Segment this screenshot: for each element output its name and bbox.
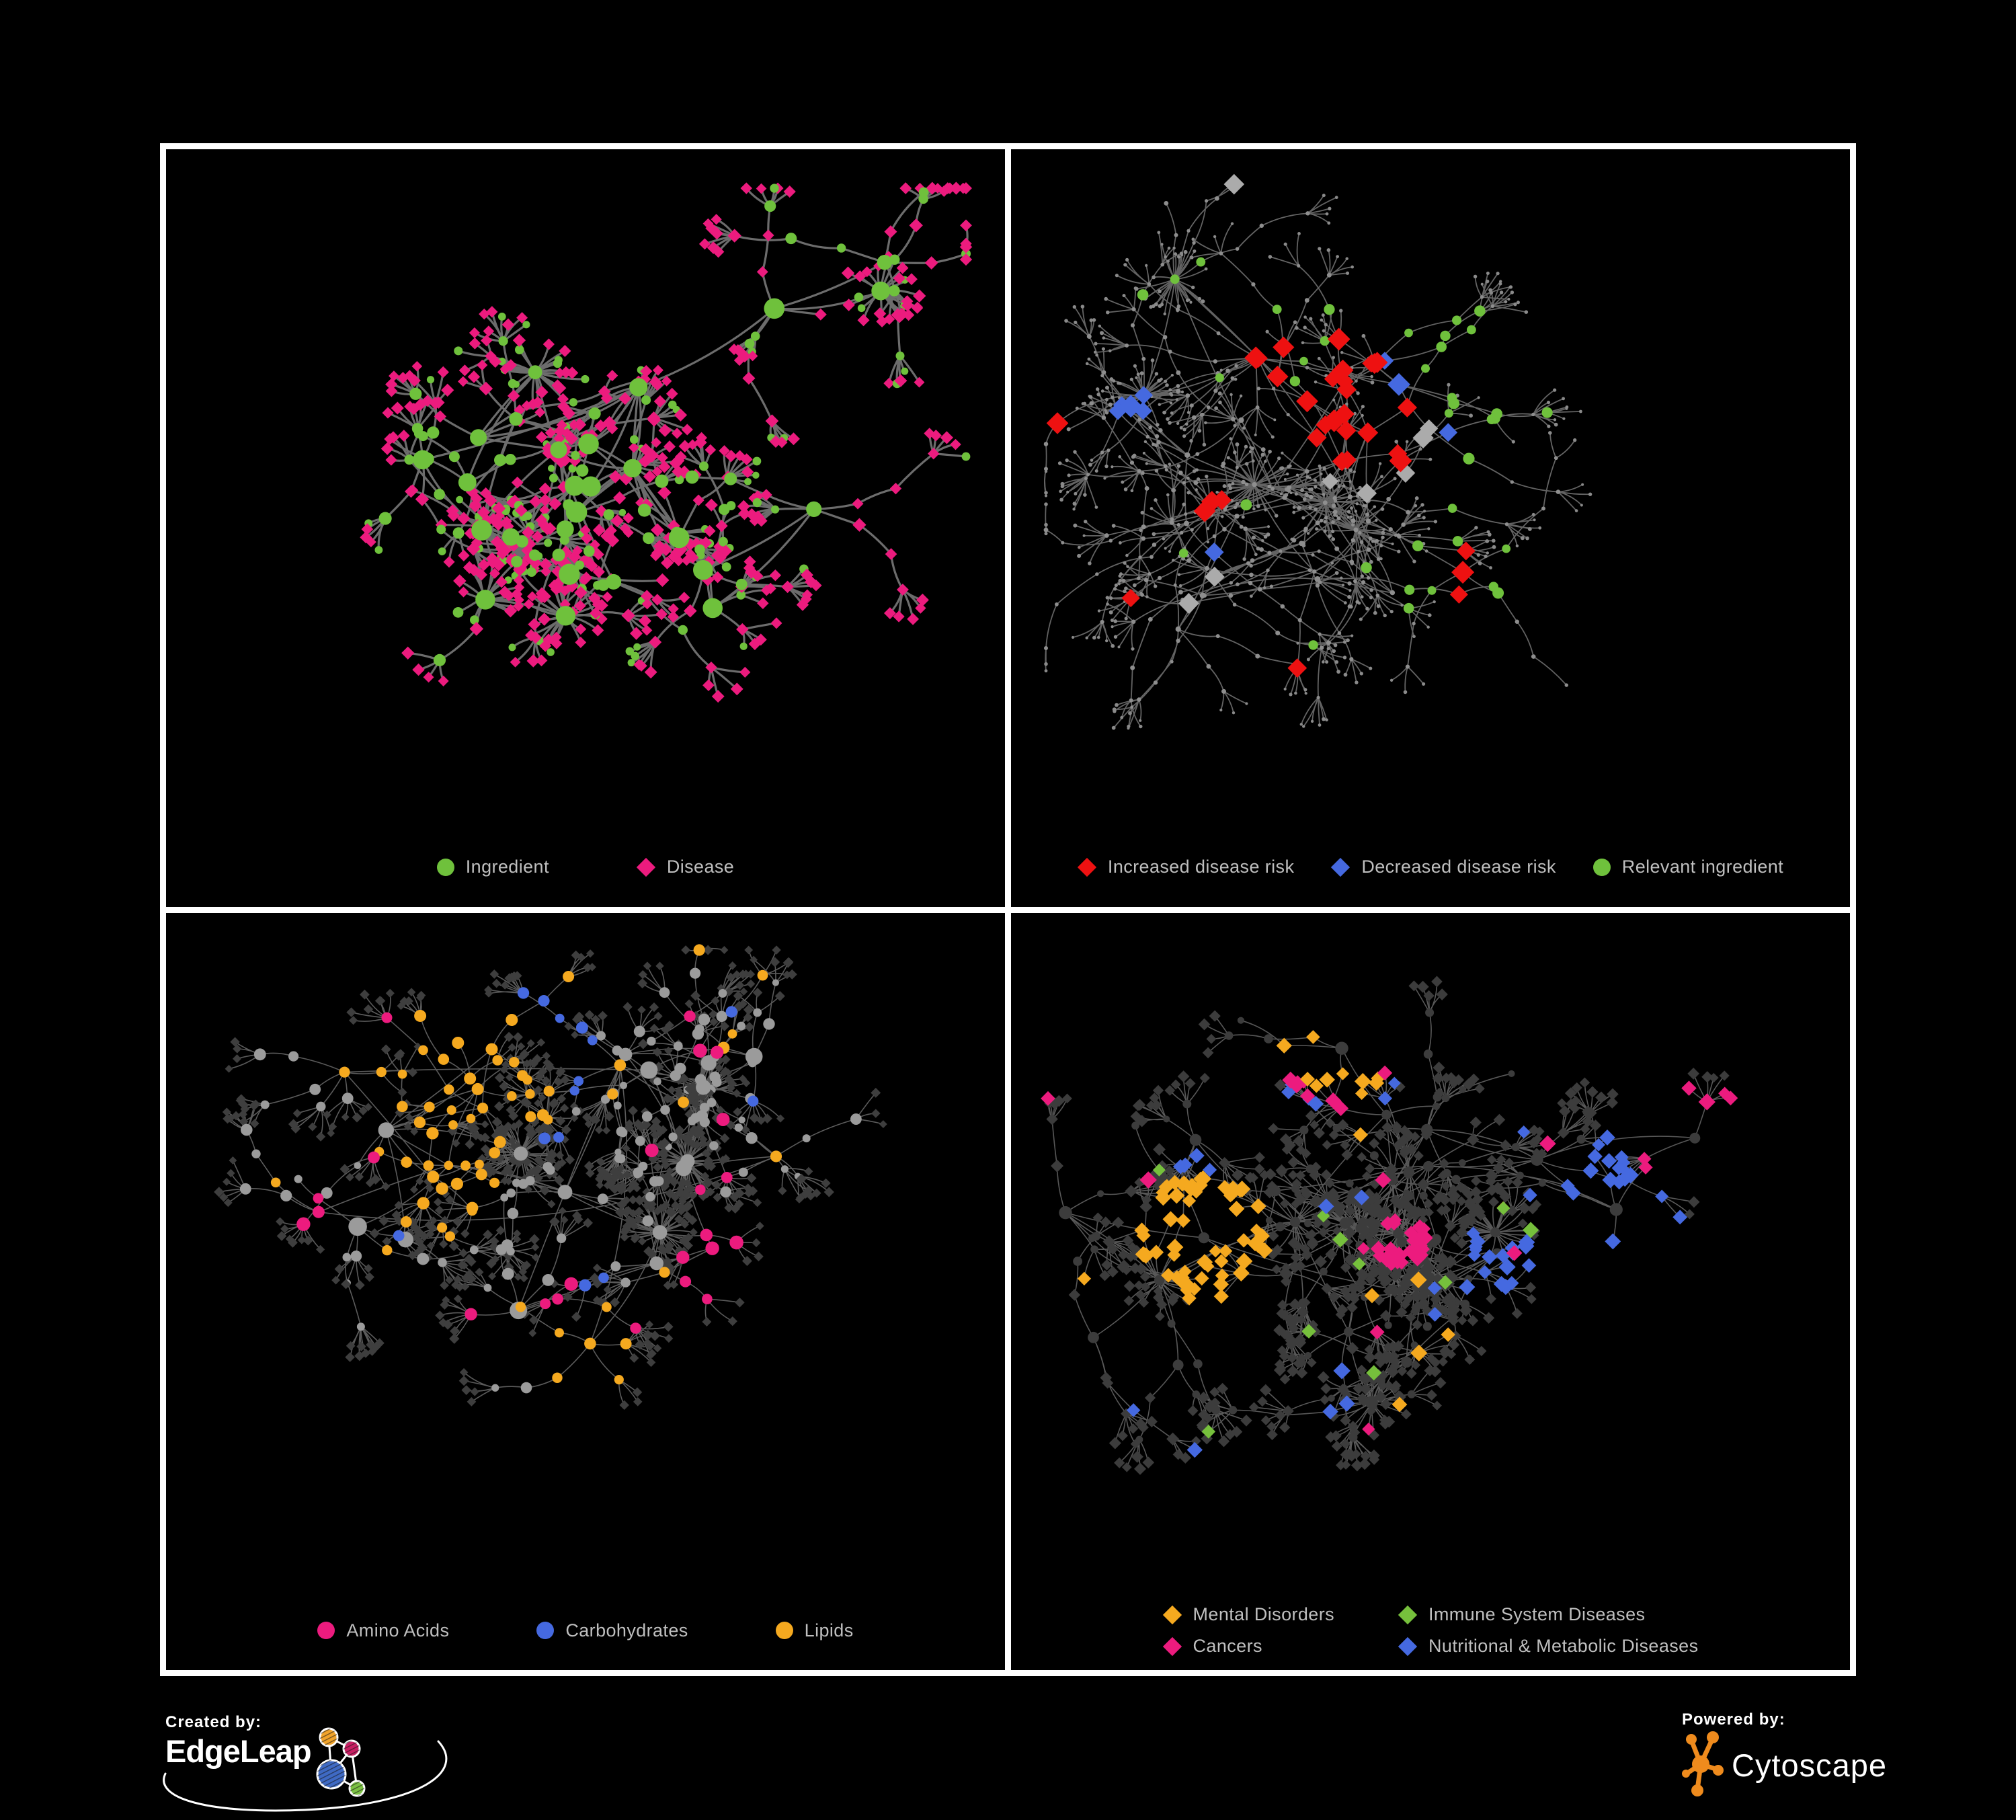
legend-label: Disease (666, 857, 735, 877)
powered-by-label: Powered by: (1682, 1710, 1785, 1729)
edgeleap-logo-text: EdgeLeap (165, 1733, 312, 1769)
legend-item-lipids: Lipids (775, 1620, 854, 1641)
legend-item-carbohydrates: Carbohydrates (536, 1620, 688, 1641)
panel-disease-risk: Increased disease risk Decreased disease … (1011, 149, 1850, 907)
cytoscape-logo: Cytoscape (1682, 1729, 1887, 1801)
diamond-marker-icon (1162, 1636, 1182, 1656)
legend-item-disease: Disease (636, 857, 735, 877)
edgeleap-swoosh-icon (163, 1740, 448, 1812)
circle-marker-icon (536, 1622, 555, 1639)
legend-item-cancers: Cancers (1162, 1636, 1262, 1657)
edgeleap-logo-icon (316, 1727, 366, 1797)
legend-label: Carbohydrates (565, 1620, 688, 1640)
network-disease-risk (1043, 173, 1592, 730)
legend-label: Immune System Diseases (1428, 1604, 1646, 1624)
network-disease-classes (1041, 976, 1738, 1475)
legend-label: Nutritional & Metabolic Diseases (1428, 1636, 1699, 1656)
legend-label: Decreased disease risk (1361, 857, 1556, 877)
diamond-marker-icon (1077, 857, 1097, 877)
legend-label: Increased disease risk (1107, 857, 1295, 877)
legend-item-nutritional-metabolic-diseases: Nutritional & Metabolic Diseases (1398, 1636, 1698, 1657)
circle-marker-icon (1592, 858, 1611, 876)
legend-item-increased-disease-risk: Increased disease risk (1077, 857, 1295, 877)
panel-grid: Ingredient Disease Increased disease risk… (160, 143, 1856, 1676)
legend-disease-classes: Mental Disorders Cancers Immune System Dis… (1011, 1591, 1850, 1670)
legend-label: Ingredient (465, 857, 549, 877)
legend-item-mental-disorders: Mental Disorders (1162, 1604, 1334, 1625)
panel-ingredient-disease: Ingredient Disease (166, 149, 1005, 907)
legend-label: Cancers (1193, 1636, 1262, 1656)
legend-item-relevant-ingredient: Relevant ingredient (1592, 857, 1784, 877)
network-nutrient-classes (214, 943, 887, 1410)
legend-label: Mental Disorders (1193, 1604, 1334, 1624)
edgeleap-logo: EdgeLeap (163, 1727, 488, 1812)
legend-disease-risk: Increased disease risk Decreased disease … (1011, 828, 1850, 907)
created-by-label: Created by: (165, 1713, 262, 1731)
circle-marker-icon (775, 1622, 793, 1639)
legend-item-immune-system-diseases: Immune System Diseases (1398, 1604, 1645, 1625)
cytoscape-credit: Powered by: Cytoscape (1682, 1710, 1887, 1801)
diamond-marker-icon (1162, 1605, 1182, 1624)
legend-label: Lipids (804, 1620, 854, 1640)
cytoscape-logo-text: Cytoscape (1732, 1747, 1888, 1783)
cytoscape-logo-icon (1682, 1731, 1724, 1796)
nodes-layer (214, 943, 887, 1410)
legend-item-amino-acids: Amino Acids (317, 1620, 449, 1641)
diamond-marker-icon (1398, 1636, 1418, 1656)
diamond-marker-icon (1331, 857, 1350, 877)
panel-nutrient-classes: Amino Acids Carbohydrates Lipids (166, 912, 1005, 1670)
legend-item-ingredient: Ingredient (436, 857, 549, 877)
nodes-layer (360, 182, 973, 703)
network-ingredient-disease (360, 182, 973, 703)
edgeleap-credit: Created by: EdgeLeap (163, 1713, 488, 1812)
legend-label: Relevant ingredient (1621, 857, 1784, 877)
legend-nutrient-classes: Amino Acids Carbohydrates Lipids (166, 1591, 1005, 1670)
nodes-layer (1043, 173, 1592, 730)
legend-label: Amino Acids (346, 1620, 450, 1640)
circle-marker-icon (317, 1622, 335, 1639)
legend-ingredient-disease: Ingredient Disease (166, 828, 1005, 907)
circle-marker-icon (436, 858, 454, 876)
diamond-marker-icon (1398, 1605, 1418, 1624)
panel-disease-classes: Mental Disorders Cancers Immune System Dis… (1011, 912, 1850, 1670)
diamond-marker-icon (636, 857, 656, 877)
legend-item-decreased-disease-risk: Decreased disease risk (1331, 857, 1556, 877)
